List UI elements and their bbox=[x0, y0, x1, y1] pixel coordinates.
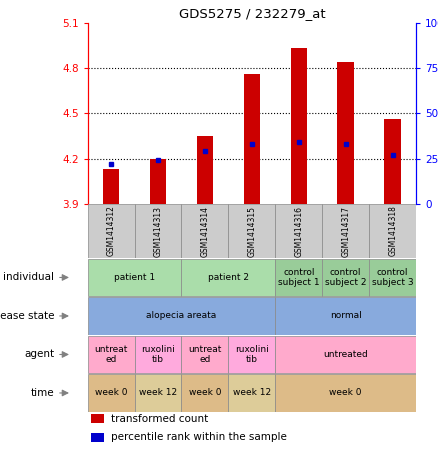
Text: GSM1414317: GSM1414317 bbox=[341, 206, 350, 256]
Text: week 0: week 0 bbox=[329, 389, 362, 397]
Bar bbox=[181, 374, 228, 412]
Text: time: time bbox=[31, 388, 54, 398]
Bar bbox=[276, 259, 322, 296]
Text: patient 2: patient 2 bbox=[208, 273, 249, 282]
Bar bbox=[181, 336, 228, 373]
Bar bbox=[385, 119, 401, 204]
Bar bbox=[88, 374, 134, 412]
Text: transformed count: transformed count bbox=[110, 414, 208, 424]
Bar bbox=[244, 74, 260, 204]
Text: untreat
ed: untreat ed bbox=[188, 345, 222, 364]
Bar bbox=[290, 48, 307, 204]
Text: individual: individual bbox=[4, 272, 54, 283]
Bar bbox=[88, 259, 181, 296]
Text: GSM1414313: GSM1414313 bbox=[153, 206, 162, 256]
Text: untreat
ed: untreat ed bbox=[94, 345, 128, 364]
Bar bbox=[181, 204, 228, 258]
Text: week 0: week 0 bbox=[95, 389, 127, 397]
Bar bbox=[228, 204, 276, 258]
Bar bbox=[276, 204, 322, 258]
Text: disease state: disease state bbox=[0, 311, 54, 321]
Bar bbox=[134, 204, 181, 258]
Text: patient 1: patient 1 bbox=[114, 273, 155, 282]
Bar bbox=[150, 159, 166, 204]
Bar bbox=[181, 259, 276, 296]
Bar bbox=[322, 204, 369, 258]
Bar bbox=[228, 336, 276, 373]
Text: GSM1414314: GSM1414314 bbox=[201, 206, 209, 256]
Bar bbox=[88, 336, 134, 373]
Text: control
subject 2: control subject 2 bbox=[325, 268, 367, 287]
Text: agent: agent bbox=[24, 349, 54, 360]
Bar bbox=[91, 414, 104, 423]
Bar bbox=[88, 297, 276, 335]
Text: GSM1414315: GSM1414315 bbox=[247, 206, 256, 256]
Bar bbox=[338, 62, 354, 204]
Text: week 0: week 0 bbox=[189, 389, 221, 397]
Text: week 12: week 12 bbox=[233, 389, 271, 397]
Text: untreated: untreated bbox=[323, 350, 368, 359]
Bar bbox=[197, 136, 213, 204]
Bar bbox=[228, 374, 276, 412]
Bar bbox=[322, 259, 369, 296]
Text: ruxolini
tib: ruxolini tib bbox=[141, 345, 175, 364]
Text: control
subject 3: control subject 3 bbox=[372, 268, 413, 287]
Bar bbox=[88, 204, 134, 258]
Text: week 12: week 12 bbox=[139, 389, 177, 397]
Text: normal: normal bbox=[330, 312, 362, 320]
Bar bbox=[276, 297, 416, 335]
Text: percentile rank within the sample: percentile rank within the sample bbox=[110, 432, 286, 442]
Bar bbox=[134, 336, 181, 373]
Text: alopecia areata: alopecia areata bbox=[146, 312, 216, 320]
Text: ruxolini
tib: ruxolini tib bbox=[235, 345, 269, 364]
Title: GDS5275 / 232279_at: GDS5275 / 232279_at bbox=[179, 7, 325, 20]
Bar bbox=[369, 259, 416, 296]
Bar bbox=[369, 204, 416, 258]
Text: GSM1414316: GSM1414316 bbox=[294, 206, 303, 256]
Text: control
subject 1: control subject 1 bbox=[278, 268, 320, 287]
Bar bbox=[103, 169, 119, 204]
Bar bbox=[276, 374, 416, 412]
Bar bbox=[134, 374, 181, 412]
Text: GSM1414312: GSM1414312 bbox=[106, 206, 116, 256]
Text: GSM1414318: GSM1414318 bbox=[388, 206, 397, 256]
Bar bbox=[91, 433, 104, 442]
Bar bbox=[276, 336, 416, 373]
